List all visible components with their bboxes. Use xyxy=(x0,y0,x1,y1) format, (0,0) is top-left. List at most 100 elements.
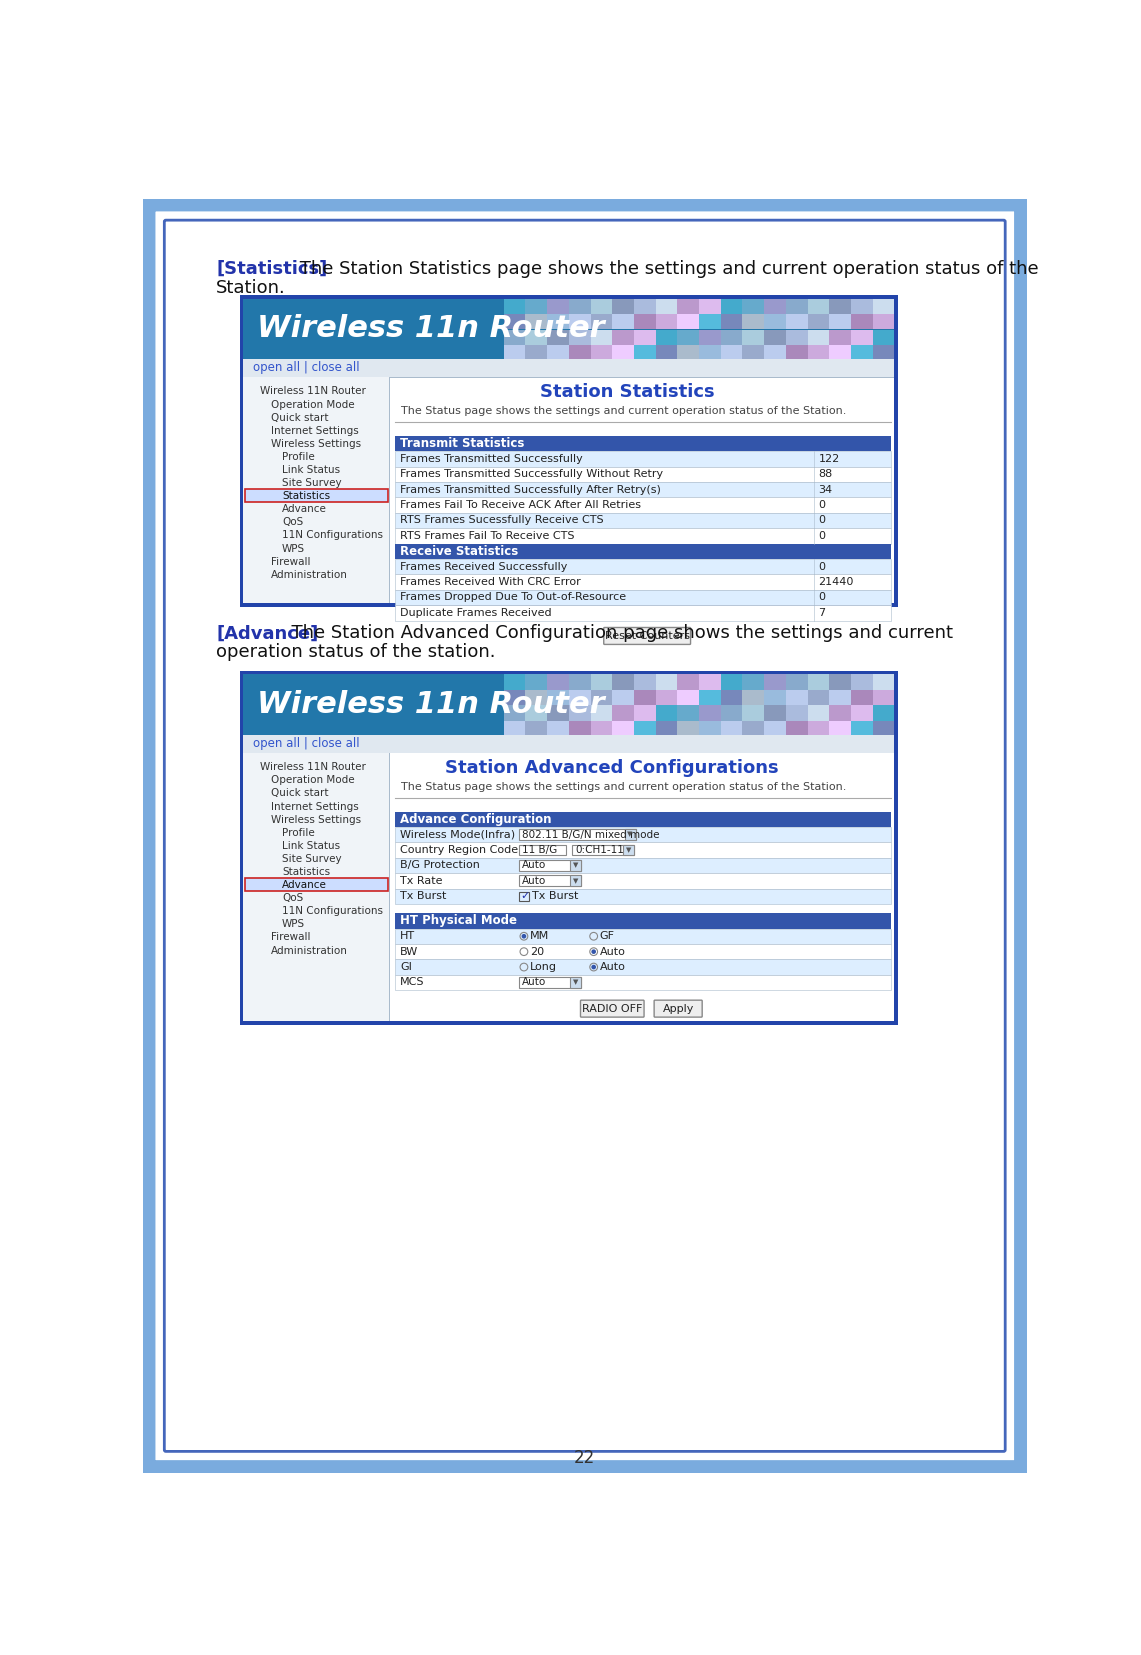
Bar xyxy=(851,690,873,705)
Bar xyxy=(656,329,678,344)
Text: [Statistics]: [Statistics] xyxy=(217,260,327,278)
Bar xyxy=(613,344,634,361)
Text: Tx Burst: Tx Burst xyxy=(400,892,446,902)
Bar xyxy=(548,344,569,361)
Text: Transmit Statistics: Transmit Statistics xyxy=(400,437,525,450)
Text: Frames Dropped Due To Out-of-Resource: Frames Dropped Due To Out-of-Resource xyxy=(400,592,626,602)
Bar xyxy=(808,675,830,690)
Bar xyxy=(526,705,548,720)
Text: Frames Fail To Receive ACK After All Retries: Frames Fail To Receive ACK After All Ret… xyxy=(400,500,641,510)
Bar xyxy=(699,314,721,329)
Bar xyxy=(786,720,808,736)
Bar xyxy=(526,329,548,344)
Bar xyxy=(243,735,895,1021)
Text: Advance Configuration: Advance Configuration xyxy=(400,813,551,826)
Text: 0: 0 xyxy=(818,531,825,541)
Text: Auto: Auto xyxy=(600,947,625,957)
Bar xyxy=(721,720,743,736)
Bar xyxy=(743,705,764,720)
Bar xyxy=(851,675,873,690)
Text: RTS Frames Sucessfully Receive CTS: RTS Frames Sucessfully Receive CTS xyxy=(400,515,604,525)
Text: Statistics: Statistics xyxy=(282,492,330,501)
Bar xyxy=(678,314,699,329)
Bar xyxy=(786,298,808,314)
Bar xyxy=(634,329,656,344)
Bar xyxy=(591,329,613,344)
Text: WPS: WPS xyxy=(282,919,306,930)
Bar xyxy=(851,344,873,361)
Text: Quick start: Quick start xyxy=(272,412,329,422)
Text: ▼: ▼ xyxy=(573,980,578,985)
Text: 11N Configurations: 11N Configurations xyxy=(282,907,383,917)
Bar xyxy=(395,928,891,943)
Text: Wireless Settings: Wireless Settings xyxy=(272,814,362,824)
Bar xyxy=(656,298,678,314)
Bar xyxy=(634,298,656,314)
Text: Receive Statistics: Receive Statistics xyxy=(400,544,518,558)
Text: Frames Received Successfully: Frames Received Successfully xyxy=(400,561,567,571)
Bar xyxy=(613,675,634,690)
Text: 22: 22 xyxy=(574,1448,594,1466)
Bar xyxy=(830,329,851,344)
Text: WPS: WPS xyxy=(282,543,306,553)
Bar xyxy=(623,844,634,856)
Text: ✓: ✓ xyxy=(520,892,531,902)
Bar xyxy=(678,690,699,705)
Bar xyxy=(721,675,743,690)
Bar xyxy=(395,467,891,482)
Bar xyxy=(613,720,634,736)
Text: Auto: Auto xyxy=(523,875,547,885)
Text: Administration: Administration xyxy=(272,569,348,579)
Bar xyxy=(569,720,591,736)
Bar xyxy=(243,359,895,377)
Bar xyxy=(548,675,569,690)
Bar xyxy=(548,329,569,344)
Text: HT Physical Mode: HT Physical Mode xyxy=(400,914,517,927)
Text: Firewall: Firewall xyxy=(272,556,310,566)
Text: QoS: QoS xyxy=(282,894,304,904)
Bar xyxy=(830,720,851,736)
Text: 21440: 21440 xyxy=(818,578,853,588)
Text: ▼: ▼ xyxy=(573,877,578,884)
Bar xyxy=(240,670,898,1024)
Bar xyxy=(764,720,786,736)
Bar xyxy=(873,690,895,705)
Text: 20: 20 xyxy=(531,947,544,957)
Bar xyxy=(395,498,891,513)
Bar xyxy=(243,675,895,735)
Bar xyxy=(395,482,891,498)
Text: Wireless Settings: Wireless Settings xyxy=(272,439,362,449)
Bar xyxy=(526,675,548,690)
Bar xyxy=(548,705,569,720)
Text: MCS: MCS xyxy=(400,978,424,988)
Bar xyxy=(569,329,591,344)
Bar xyxy=(764,314,786,329)
Bar xyxy=(395,543,891,559)
Text: HT: HT xyxy=(400,932,415,942)
Bar xyxy=(591,314,613,329)
Text: 88: 88 xyxy=(818,470,833,480)
Bar xyxy=(519,844,566,856)
Text: 0: 0 xyxy=(818,515,825,525)
Bar xyxy=(678,705,699,720)
Bar xyxy=(569,690,591,705)
Text: GF: GF xyxy=(600,932,615,942)
Text: Frames Transmitted Successfully: Frames Transmitted Successfully xyxy=(400,453,583,463)
Text: Frames Transmitted Successfully After Retry(s): Frames Transmitted Successfully After Re… xyxy=(400,485,661,495)
Text: The Status page shows the settings and current operation status of the Station.: The Status page shows the settings and c… xyxy=(402,783,847,793)
Text: Operation Mode: Operation Mode xyxy=(272,399,355,409)
FancyBboxPatch shape xyxy=(164,220,1005,1451)
Bar xyxy=(721,690,743,705)
Text: BW: BW xyxy=(400,947,418,957)
Bar xyxy=(873,344,895,361)
Text: Site Survey: Site Survey xyxy=(282,854,342,864)
Text: Link Status: Link Status xyxy=(282,841,340,851)
Text: Frames Received With CRC Error: Frames Received With CRC Error xyxy=(400,578,581,588)
Bar xyxy=(395,889,891,904)
Bar xyxy=(519,861,581,871)
Bar xyxy=(830,690,851,705)
FancyBboxPatch shape xyxy=(581,1000,644,1018)
Bar xyxy=(395,811,891,828)
Bar xyxy=(656,344,678,361)
Text: Wireless 11n Router: Wireless 11n Router xyxy=(258,314,605,343)
